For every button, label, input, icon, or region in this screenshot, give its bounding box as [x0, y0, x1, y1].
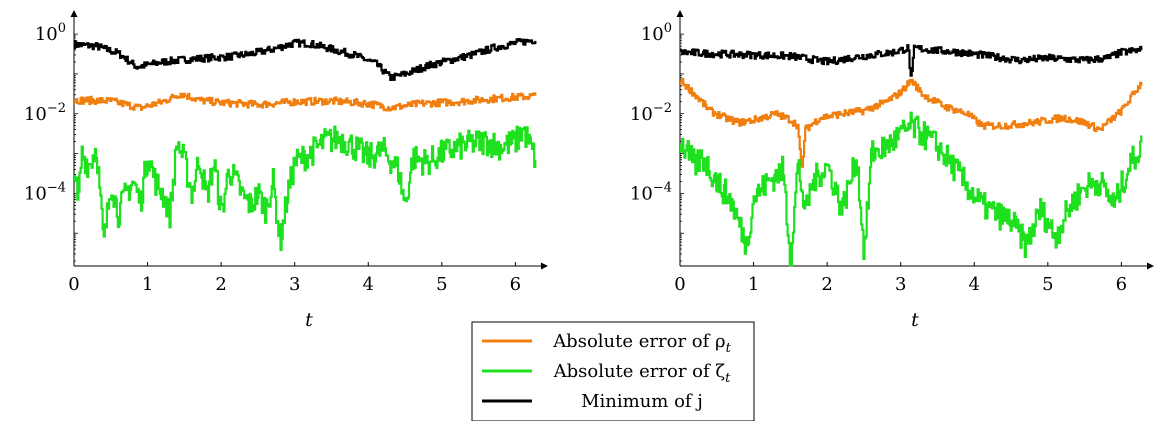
x-axis-title: t: [911, 309, 919, 331]
series-line-jmin: [680, 44, 1143, 77]
x-axis-arrow: [541, 262, 548, 270]
x-tick-label: 6: [1116, 274, 1127, 295]
x-tick-label: 3: [289, 274, 300, 295]
legend: Absolute error of ρt Absolute error of ζt…: [471, 321, 755, 421]
series-line-zeta: [680, 111, 1143, 267]
y-tick-label: 100: [35, 21, 66, 45]
series-line-jmin: [74, 38, 537, 81]
x-axis-title: t: [305, 309, 313, 331]
legend-label-rho: Absolute error of ρt: [552, 331, 731, 356]
x-tick-label: 2: [215, 274, 226, 295]
x-tick-label: 1: [142, 274, 153, 295]
x-tick-label: 5: [436, 274, 447, 295]
y-tick-label: 10−4: [630, 180, 672, 204]
y-tick-label: 10−2: [630, 101, 672, 125]
x-tick-label: 5: [1042, 274, 1053, 295]
series-line-zeta: [74, 125, 537, 252]
left-chart: 0 1 2 3 4 5 6 t 100 10−2 10−4: [24, 10, 548, 331]
x-tick-label: 6: [510, 274, 521, 295]
x-tick-label: 4: [969, 274, 980, 295]
x-tick-label: 0: [68, 274, 79, 295]
y-axis-arrow: [676, 10, 684, 17]
y-tick-label: 10−2: [24, 101, 66, 125]
x-tick-label: 0: [674, 274, 685, 295]
legend-label-zeta: Absolute error of ζt: [553, 361, 732, 386]
x-tick-label: 3: [895, 274, 906, 295]
y-tick-label: 100: [641, 21, 672, 45]
legend-label-jmin: Minimum of j: [581, 391, 703, 412]
x-tick-label: 1: [748, 274, 759, 295]
right-chart: 0 1 2 3 4 5 6 t 100 10−2 10−4: [630, 10, 1154, 331]
y-axis-arrow: [70, 10, 78, 17]
series-line-rho: [680, 77, 1143, 168]
series-line-rho: [74, 92, 537, 112]
x-axis-arrow: [1147, 262, 1154, 270]
x-tick-label: 4: [363, 274, 374, 295]
y-tick-label: 10−4: [24, 180, 66, 204]
x-tick-label: 2: [821, 274, 832, 295]
